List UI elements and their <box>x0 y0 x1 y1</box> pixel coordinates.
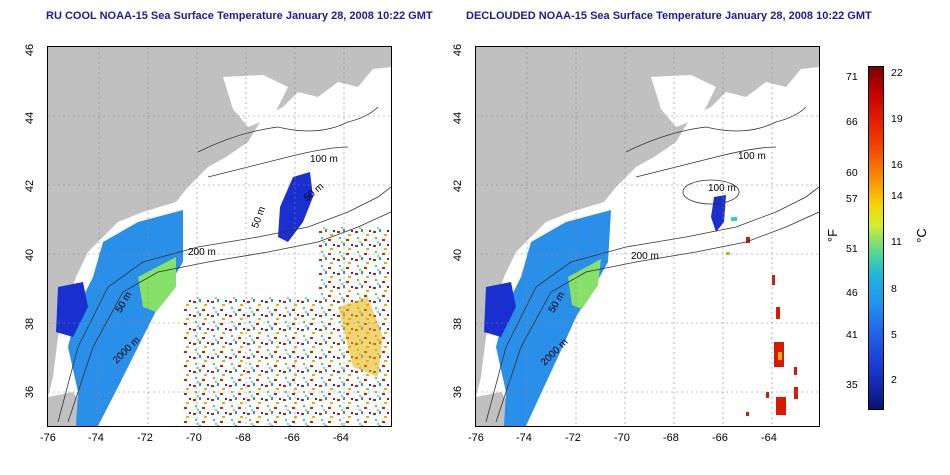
x-tick: -64 <box>761 432 777 444</box>
fahrenheit-tick: 35 <box>846 379 858 391</box>
fahrenheit-unit-label: °F <box>825 228 841 243</box>
x-tick: -70 <box>614 432 630 444</box>
x-tick: -76 <box>468 432 484 444</box>
fahrenheit-tick: 60 <box>846 167 858 179</box>
x-tick: -72 <box>137 432 153 444</box>
celsius-tick: 11 <box>891 236 902 248</box>
y-tick: 42 <box>24 179 37 193</box>
declouded-sst-map: 100 m 100 m 200 m 50 m 2000 m <box>475 46 820 427</box>
contour-label: 100 m <box>708 183 736 194</box>
contour-label: 200 m <box>631 251 659 262</box>
celsius-tick: 22 <box>891 67 903 79</box>
celsius-unit-label: °C <box>913 228 929 243</box>
fahrenheit-tick: 57 <box>846 193 858 205</box>
celsius-tick: 19 <box>891 113 903 125</box>
x-tick: -74 <box>516 432 532 444</box>
x-tick: -70 <box>186 432 202 444</box>
fahrenheit-tick: 46 <box>846 287 858 299</box>
fahrenheit-tick: 41 <box>846 329 858 341</box>
contour-label: 200 m <box>188 247 216 258</box>
celsius-tick: 16 <box>891 159 903 171</box>
x-tick: -64 <box>333 432 349 444</box>
celsius-tick: 5 <box>891 329 897 341</box>
temperature-colorbar <box>868 66 884 410</box>
celsius-tick: 14 <box>891 190 903 202</box>
contour-label: 100 m <box>738 151 766 162</box>
y-tick: 38 <box>24 317 37 331</box>
y-tick: 46 <box>452 43 465 57</box>
y-tick: 44 <box>452 111 465 125</box>
y-tick: 44 <box>24 111 37 125</box>
y-tick: 36 <box>24 385 37 399</box>
x-tick: -74 <box>88 432 104 444</box>
y-tick: 36 <box>452 385 465 399</box>
x-tick: -66 <box>284 432 300 444</box>
fahrenheit-tick: 66 <box>846 116 858 128</box>
right-map-title: DECLOUDED NOAA-15 Sea Surface Temperatur… <box>466 10 872 22</box>
x-tick: -76 <box>40 432 56 444</box>
fahrenheit-tick: 71 <box>846 71 858 83</box>
x-tick: -68 <box>663 432 679 444</box>
x-tick: -68 <box>235 432 251 444</box>
celsius-tick: 2 <box>891 374 897 386</box>
y-tick: 42 <box>452 179 465 193</box>
celsius-tick: 8 <box>891 283 897 295</box>
fahrenheit-tick: 51 <box>846 243 858 255</box>
x-tick: -66 <box>712 432 728 444</box>
y-tick: 46 <box>24 43 37 57</box>
y-tick: 40 <box>24 248 37 262</box>
y-tick: 40 <box>452 248 465 262</box>
raw-sst-map: 100 m 50 m 50 m 200 m 50 m 2000 m <box>47 46 392 427</box>
x-tick: -72 <box>565 432 581 444</box>
contour-label: 100 m <box>310 154 338 165</box>
y-tick: 38 <box>452 317 465 331</box>
left-map-title: RU COOL NOAA-15 Sea Surface Temperature … <box>46 10 433 22</box>
